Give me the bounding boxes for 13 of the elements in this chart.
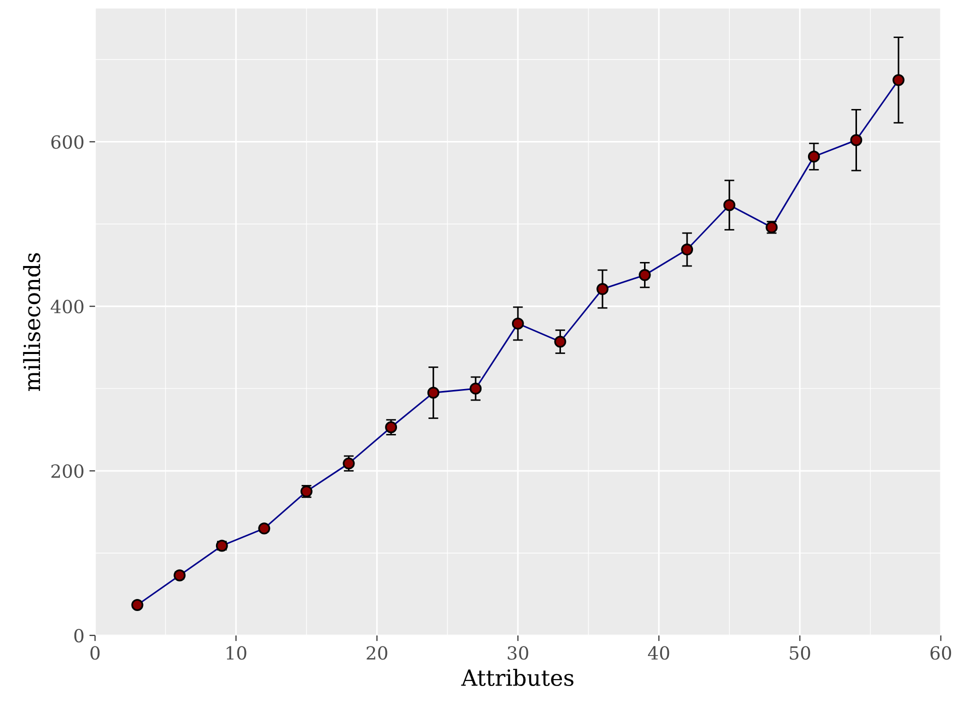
x-tick-label: 50 [790,646,810,660]
x-tick-label: 30 [508,646,528,660]
x-axis-title: Attributes [461,668,574,686]
x-tick-label: 60 [930,646,952,660]
y-axis-title: milliseconds [23,253,40,392]
y-tick-label: 200 [51,464,84,478]
x-tick-label: 20 [366,646,388,660]
y-tick-label: 600 [51,135,84,149]
y-tick-label: 0 [74,628,84,643]
y-tick-label: 400 [50,300,84,314]
x-tick-label: 0 [90,646,100,660]
x-tick-label: 40 [648,646,670,660]
x-tick-label: 10 [226,646,246,660]
